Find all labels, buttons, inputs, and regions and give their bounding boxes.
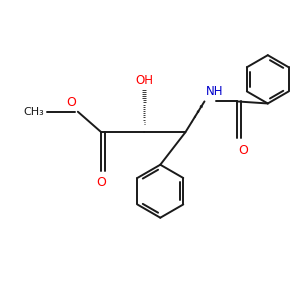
Text: O: O (67, 96, 76, 110)
Text: CH₃: CH₃ (24, 107, 45, 117)
Text: OH: OH (135, 74, 153, 87)
Text: NH: NH (206, 85, 224, 98)
Text: O: O (238, 143, 248, 157)
Text: O: O (97, 176, 106, 190)
